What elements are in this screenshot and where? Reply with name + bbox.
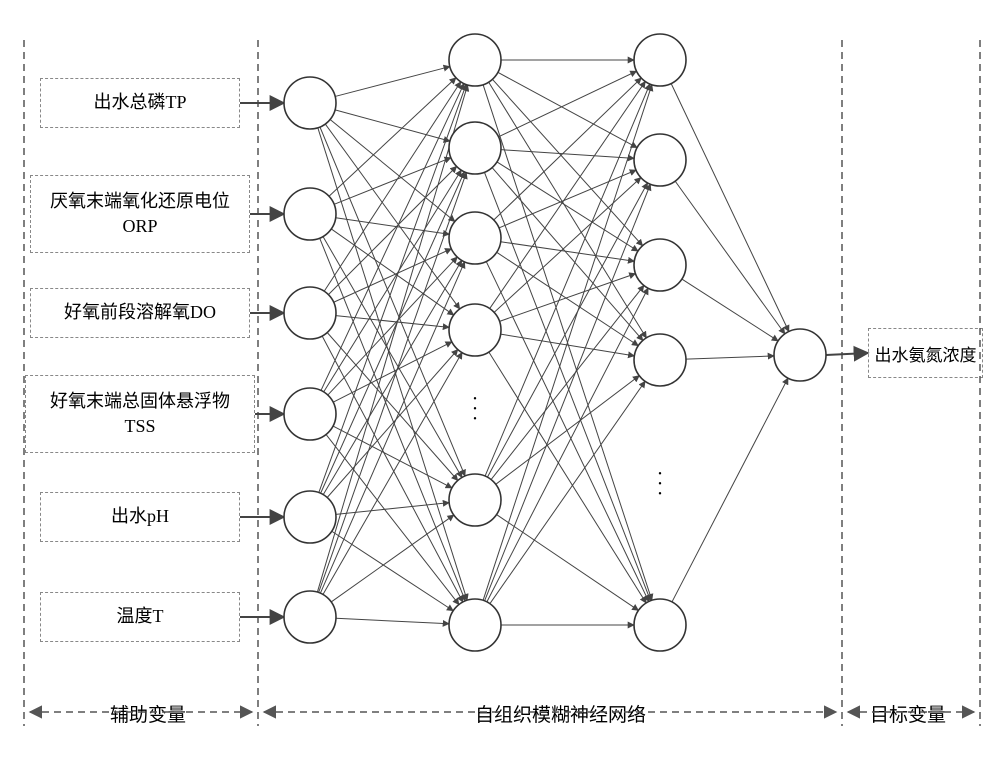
input-label: 温度T xyxy=(117,604,164,629)
input-box-ph: 出水pH xyxy=(40,492,240,542)
hidden1-dots: ••• xyxy=(470,395,480,425)
input-box-tp: 出水总磷TP xyxy=(40,78,240,128)
output-label: 出水氨氮浓度 xyxy=(875,341,977,366)
input-label: 厌氧末端氧化还原电位 ORP xyxy=(50,189,230,239)
input-box-do: 好氧前段溶解氧DO xyxy=(30,288,250,338)
input-label: 好氧末端总固体悬浮物 TSS xyxy=(50,389,230,439)
input-label: 出水总磷TP xyxy=(93,90,186,115)
section-label-net: 自组织模糊神经网络 xyxy=(475,700,646,727)
hidden2-dots: ••• xyxy=(655,470,665,500)
input-box-tss: 好氧末端总固体悬浮物 TSS xyxy=(25,375,255,453)
section-label-target: 目标变量 xyxy=(870,700,946,727)
input-box-orp: 厌氧末端氧化还原电位 ORP xyxy=(30,175,250,253)
section-label-aux: 辅助变量 xyxy=(110,700,186,727)
input-box-t: 温度T xyxy=(40,592,240,642)
input-label: 好氧前段溶解氧DO xyxy=(64,300,216,325)
output-box: 出水氨氮浓度 xyxy=(868,328,983,378)
input-label: 出水pH xyxy=(111,504,169,529)
